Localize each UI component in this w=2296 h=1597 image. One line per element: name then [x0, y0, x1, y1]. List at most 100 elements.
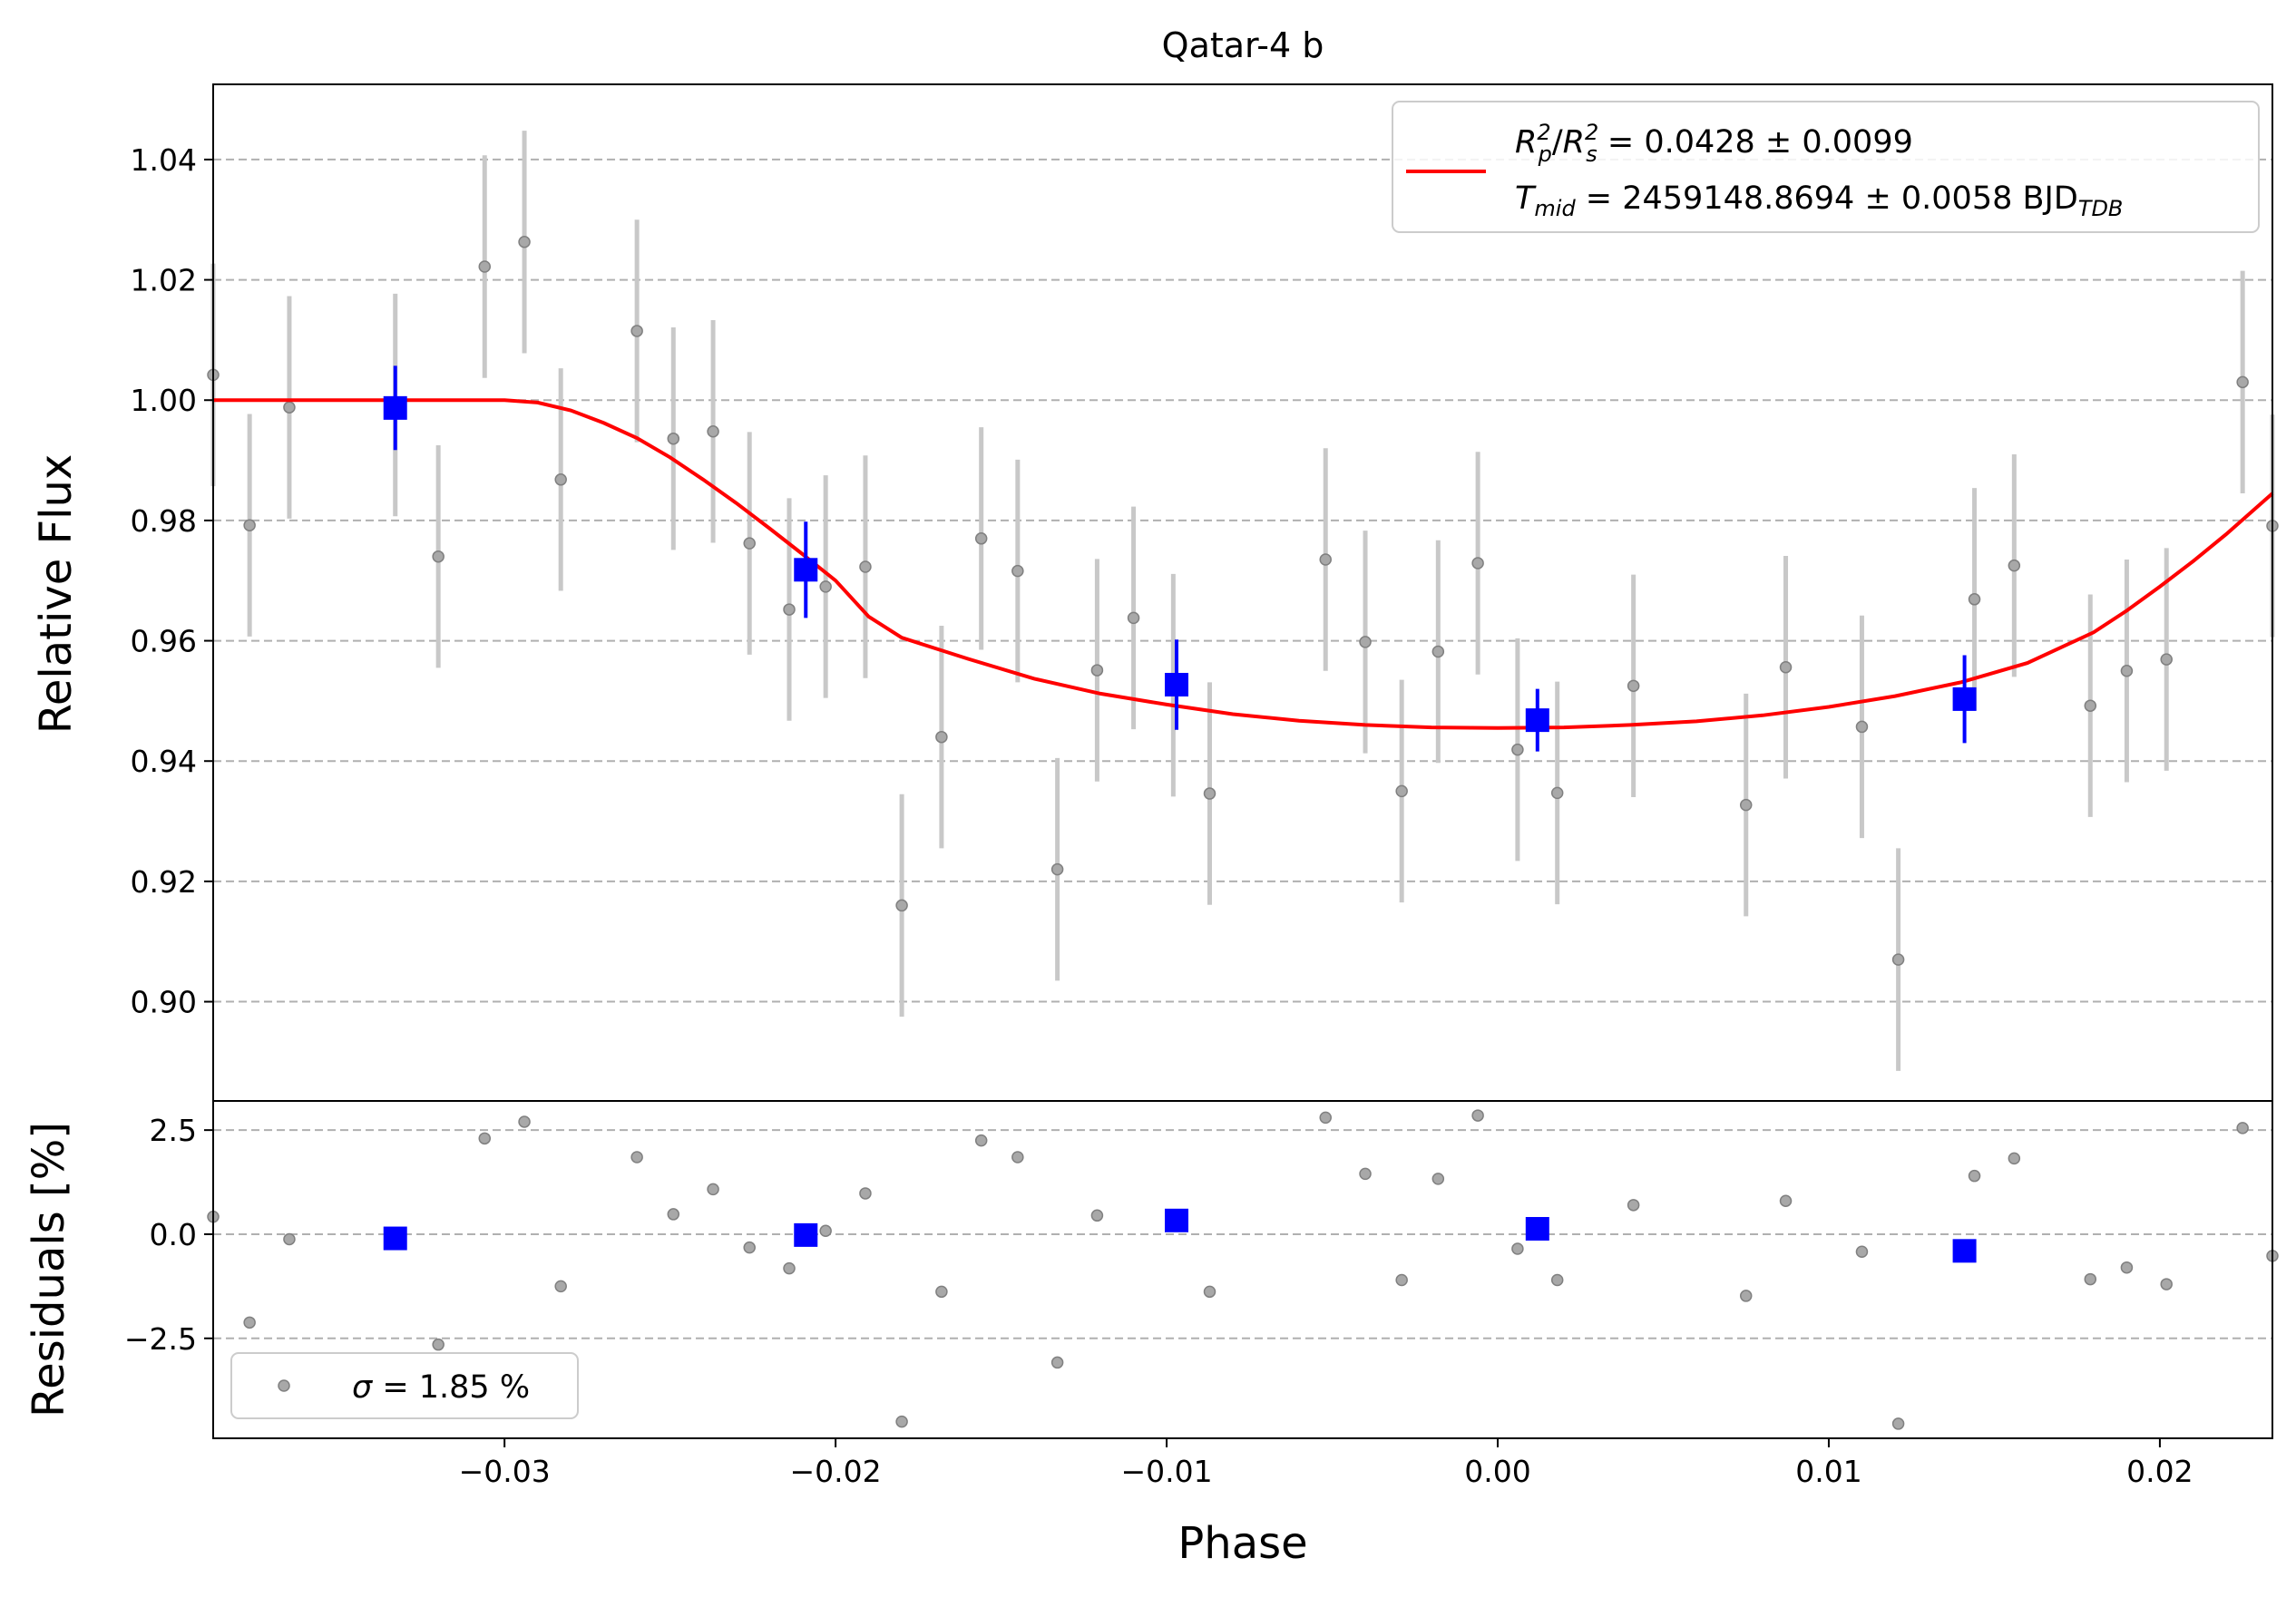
phase-x-tick-label: −0.01: [1120, 1454, 1212, 1489]
residual-raw-point: [478, 1132, 492, 1145]
flux-raw-point: [478, 260, 492, 273]
flux-raw-point: [1203, 787, 1216, 800]
residuals-y-tick-label: −2.5: [124, 1321, 197, 1357]
flux-raw-point: [554, 473, 567, 486]
residual-raw-point: [1431, 1173, 1445, 1185]
residual-raw-point: [1627, 1199, 1640, 1212]
phase-x-tick-label: −0.03: [459, 1454, 551, 1489]
residuals-panel: −2.5 0.0 2.5 −0.03 −0.02 −0.01 0.00 0.01 0.02 R…: [24, 1100, 2279, 1569]
flux-raw-point: [1471, 557, 1484, 570]
residual-raw-point: [2236, 1122, 2249, 1134]
residual-binned-point: [383, 1226, 407, 1251]
flux-y-tick-label: 0.94: [131, 744, 197, 779]
flux-raw-point: [1779, 661, 1793, 674]
residual-raw-point: [1739, 1290, 1753, 1302]
flux-raw-point: [1431, 645, 1445, 658]
flux-binned-point: [1165, 672, 1189, 696]
flux-y-tick-label: 1.02: [131, 263, 197, 298]
flux-raw-point: [2160, 653, 2173, 666]
phase-x-ticks: −0.03 −0.02 −0.01 0.00 0.01 0.02: [459, 1438, 2193, 1489]
residual-raw-point: [2120, 1261, 2134, 1274]
flux-raw-point: [1855, 720, 1869, 734]
flux-raw-point: [1090, 664, 1104, 677]
residual-raw-point: [1891, 1417, 1905, 1430]
flux-raw-point: [1127, 611, 1140, 625]
flux-raw-point: [1550, 786, 1564, 800]
chart-title: Qatar-4 b: [1162, 25, 1324, 65]
flux-raw-point: [1319, 553, 1332, 566]
residual-raw-point: [518, 1115, 531, 1128]
residual-raw-point: [2084, 1272, 2097, 1286]
residual-raw-point: [1319, 1111, 1332, 1125]
flux-raw-point: [707, 424, 719, 438]
flux-raw-point: [432, 550, 445, 563]
flux-raw-point: [2120, 664, 2134, 677]
residuals-y-tick-label: 2.5: [150, 1113, 197, 1148]
residual-raw-point: [1855, 1245, 1869, 1259]
phase-x-axis-label: Phase: [1177, 1518, 1307, 1569]
flux-raw-point: [895, 899, 908, 912]
flux-binned-points: [383, 395, 1977, 733]
flux-binned-point: [1525, 708, 1549, 733]
residual-raw-point: [554, 1280, 567, 1293]
phase-x-tick-label: 0.00: [1464, 1454, 1530, 1489]
residual-binned-point: [1165, 1208, 1189, 1232]
phase-x-tick-label: −0.02: [790, 1454, 882, 1489]
flux-y-axis-label: Relative Flux: [31, 454, 82, 735]
flux-raw-point: [935, 730, 948, 744]
flux-legend-box: [1392, 101, 2260, 233]
flux-raw-point: [819, 580, 832, 593]
flux-raw-point: [859, 560, 872, 573]
flux-y-tick-label: 0.92: [131, 864, 197, 900]
flux-y-tick-label: 0.96: [131, 624, 197, 659]
flux-legend: R2 p/R2 s = 0.0428 ± 0.0099 Tmid = 2459148…: [1392, 101, 2260, 233]
residual-raw-point: [1550, 1273, 1564, 1287]
flux-raw-point: [1050, 862, 1064, 876]
flux-raw-point: [1968, 593, 1981, 606]
residuals-binned-points: [383, 1208, 1977, 1263]
residuals-legend: σ = 1.85 %: [230, 1352, 579, 1419]
flux-raw-point: [283, 401, 296, 414]
residual-raw-point: [1395, 1273, 1408, 1287]
flux-binned-point: [1952, 687, 1977, 711]
flux-raw-point: [1359, 636, 1372, 648]
residual-raw-point: [432, 1338, 445, 1351]
legend-sigma-label: σ = 1.85 %: [352, 1369, 530, 1406]
residual-raw-point: [819, 1224, 832, 1238]
flux-y-tick-label: 0.98: [131, 503, 197, 539]
legend-depth-label: R2 p/R2 s = 0.0428 ± 0.0099: [1515, 120, 1913, 167]
flux-raw-point: [974, 532, 988, 545]
residuals-y-ticks: −2.5 0.0 2.5: [124, 1113, 213, 1357]
flux-binned-point: [794, 558, 818, 582]
residual-raw-point: [859, 1187, 872, 1200]
flux-panel: 0.90 0.92 0.94 0.96 0.98 1.00 1.02 1.04 Qatar-4…: [31, 25, 2279, 1102]
residuals-y-axis-label: Residuals [%]: [24, 1122, 74, 1417]
phase-x-tick-label: 0.01: [1795, 1454, 1861, 1489]
residuals-legend-box: [230, 1352, 579, 1419]
residual-binned-point: [1525, 1216, 1549, 1241]
residual-raw-point: [935, 1285, 948, 1299]
residual-raw-point: [974, 1134, 988, 1147]
flux-raw-point: [1739, 798, 1753, 812]
residual-raw-point: [1203, 1285, 1216, 1299]
residual-binned-point: [794, 1222, 818, 1247]
flux-raw-point: [2236, 375, 2249, 389]
residual-raw-point: [895, 1415, 908, 1428]
residual-raw-point: [1090, 1209, 1104, 1222]
flux-raw-point: [1511, 743, 1524, 756]
transit-model-curve: [213, 398, 2274, 730]
flux-raw-point: [667, 432, 680, 445]
phase-x-tick-label: 0.02: [2126, 1454, 2193, 1489]
flux-gridlines: [213, 158, 2272, 1003]
residual-raw-point: [630, 1151, 643, 1164]
legend-tmid-label: Tmid = 2459148.8694 ± 0.0058 BJDTDB: [1515, 180, 2123, 221]
residual-raw-point: [1471, 1109, 1484, 1122]
residual-raw-point: [2160, 1278, 2173, 1290]
residual-raw-point: [1359, 1167, 1372, 1181]
flux-raw-point: [783, 603, 796, 616]
flux-binned-point: [383, 395, 407, 420]
flux-y-tick-label: 1.00: [131, 383, 197, 418]
flux-raw-point: [1891, 953, 1905, 966]
flux-raw-point: [2084, 699, 2097, 712]
